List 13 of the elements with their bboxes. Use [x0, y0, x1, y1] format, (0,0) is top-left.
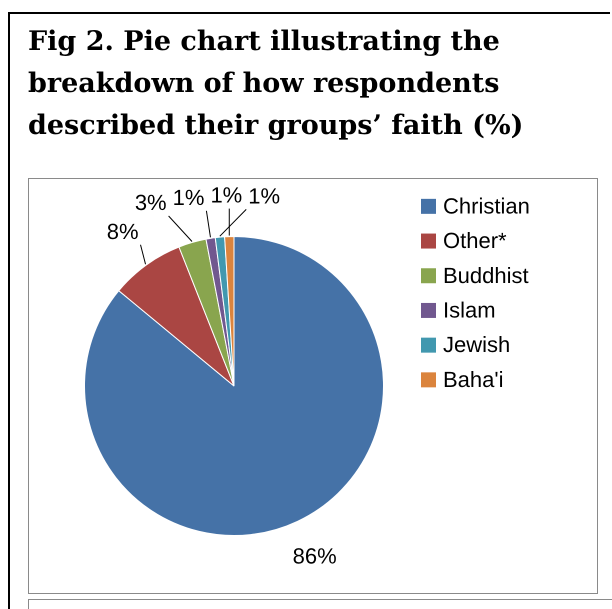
data-label: 3%	[134, 190, 167, 216]
data-label: 86%	[292, 544, 337, 569]
chart-title: Fig 2. Pie chart illustrating the breakdown of how respondents described their groups’ faith (%)	[28, 25, 524, 143]
legend-label: Jewish	[443, 332, 510, 358]
legend-label: Baha'i	[443, 366, 504, 392]
legend-label: Other*	[443, 228, 508, 254]
legend-label: Buddhist	[443, 262, 529, 288]
data-label: 1%	[172, 184, 204, 210]
legend-label: Christian	[443, 193, 530, 218]
data-label: 8%	[106, 218, 139, 244]
legend-label: Islam	[443, 298, 496, 323]
data-label: 1%	[210, 182, 242, 208]
data-label: 1%	[248, 183, 280, 208]
